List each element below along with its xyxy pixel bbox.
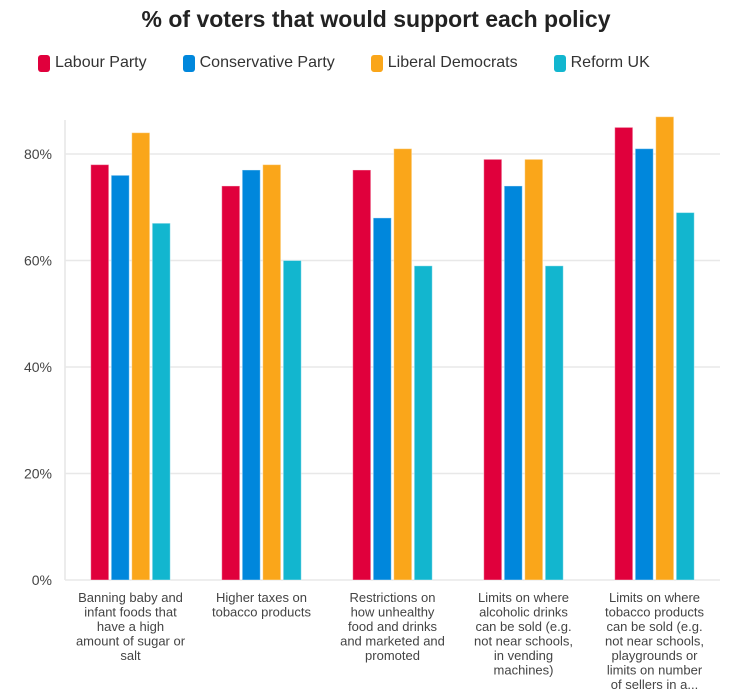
x-tick-label-line: playgrounds or xyxy=(612,648,699,663)
legend-item: Labour Party xyxy=(38,54,147,72)
x-tick-label-line: Restrictions on xyxy=(350,590,436,605)
bar xyxy=(352,169,372,581)
legend-label: Labour Party xyxy=(55,54,147,71)
bar xyxy=(655,116,675,581)
y-tick-label: 20% xyxy=(24,466,52,482)
x-tick-label-line: tobacco products xyxy=(605,605,705,620)
bar xyxy=(634,148,654,581)
x-tick-label-line: salt xyxy=(120,648,141,663)
legend-label: Reform UK xyxy=(570,54,650,71)
x-tick-label-line: Higher taxes on xyxy=(216,590,307,605)
x-tick-label-line: limits on number xyxy=(607,663,703,678)
x-tick-label-line: food and drinks xyxy=(348,619,437,634)
legend: Labour Party Conservative Party Liberal De… xyxy=(38,54,686,72)
y-tick-label: 40% xyxy=(24,359,52,375)
y-tick-label: 0% xyxy=(32,572,52,588)
x-tick-label-line: Banning baby and xyxy=(78,590,183,605)
legend-label: Liberal Democrats xyxy=(387,54,518,71)
x-tick-label: Restrictions on how unhealthy food and dri… xyxy=(340,590,445,663)
bar xyxy=(413,265,433,581)
x-tick-label: Banning baby and infant foods that have a … xyxy=(76,590,186,663)
bar xyxy=(372,217,392,581)
x-tick-label-line: can be sold (e.g. xyxy=(606,619,702,634)
legend-swatch xyxy=(182,54,195,72)
bar xyxy=(675,212,695,581)
bar xyxy=(614,126,634,581)
legend-item: Reform UK xyxy=(553,54,650,72)
bar xyxy=(544,265,564,581)
x-tick-label-line: alcoholic drinks xyxy=(479,605,568,620)
x-tick-label-line: amount of sugar or xyxy=(76,634,186,649)
y-tick-label: 80% xyxy=(24,146,52,162)
x-tick-label-line: have a high xyxy=(97,619,164,634)
x-tick-label-line: how unhealthy xyxy=(351,605,435,620)
x-tick-label-line: can be sold (e.g. xyxy=(475,619,571,634)
x-tick-label-line: Limits on where xyxy=(609,590,700,605)
bar xyxy=(241,169,261,581)
x-tick-label-line: not near schools, xyxy=(605,634,704,649)
x-tick-label-line: in vending xyxy=(494,648,553,663)
bar xyxy=(90,164,110,581)
x-tick-label-line: not near schools, xyxy=(474,634,573,649)
bar xyxy=(151,222,171,581)
x-tick-label: Limits on where tobacco products can be so… xyxy=(605,590,705,692)
x-tick-label: Limits on where alcoholic drinks can be so… xyxy=(474,590,573,678)
bar xyxy=(131,132,151,581)
x-tick-label-line: Limits on where xyxy=(478,590,569,605)
bar xyxy=(221,185,241,581)
bar xyxy=(503,185,523,581)
x-tick-label-line: promoted xyxy=(365,648,420,663)
x-tick-label-line: tobacco products xyxy=(212,605,312,620)
legend-swatch xyxy=(370,54,383,72)
bar xyxy=(524,158,544,581)
bar xyxy=(393,148,413,581)
x-tick-label: Higher taxes on tobacco products xyxy=(212,590,312,620)
legend-swatch xyxy=(38,54,50,72)
legend-item: Conservative Party xyxy=(182,54,335,72)
bar xyxy=(110,174,130,581)
bar xyxy=(262,164,282,581)
bar xyxy=(483,158,503,581)
legend-item: Liberal Democrats xyxy=(370,54,518,72)
legend-label: Conservative Party xyxy=(199,54,335,71)
x-tick-label-line: machines) xyxy=(494,663,554,678)
legend-swatch xyxy=(553,54,566,72)
x-tick-label-line: infant foods that xyxy=(84,605,177,620)
bar xyxy=(282,260,302,581)
chart-title: % of voters that would support each poli… xyxy=(141,6,611,32)
x-tick-label-line: and marketed and xyxy=(340,634,445,649)
x-tick-label-line: of sellers in a... xyxy=(611,677,698,692)
y-tick-label: 60% xyxy=(24,253,52,269)
